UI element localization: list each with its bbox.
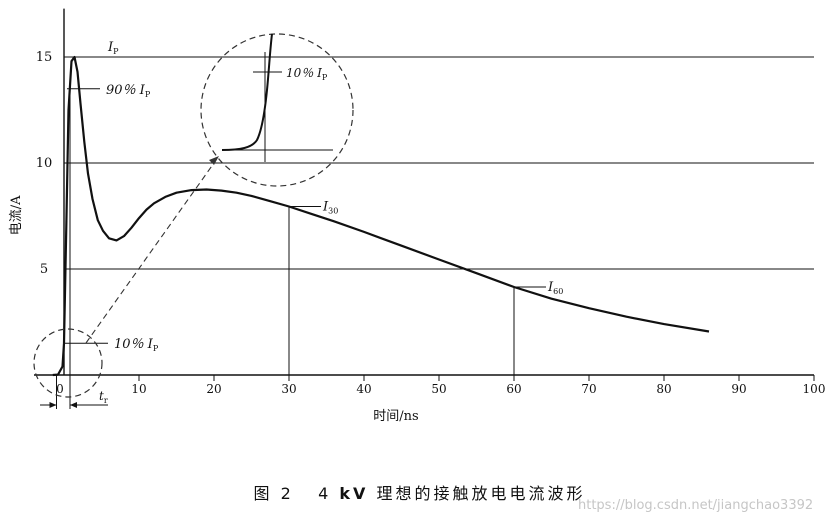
x-axis-title: 时间/ns	[373, 409, 418, 424]
zoom-source-circle	[33, 328, 103, 398]
annotation-labels: IP 90％ IP 10％ IP I30 I60 tr 10％ IP	[99, 40, 563, 405]
x-tick-label-40: 40	[356, 382, 371, 396]
watermark-text: https://blog.csdn.net/jiangchao3392	[578, 498, 814, 513]
tr-arrowhead-left	[49, 402, 57, 408]
y-tick-label-15: 15	[36, 50, 53, 65]
current-curve	[52, 55, 710, 377]
p10-label: 10％ IP	[114, 337, 159, 353]
caption-figure-number: 图 2	[253, 484, 294, 503]
marker-lines	[40, 78, 546, 409]
x-tick-label-0: 0	[56, 382, 64, 396]
zoom-detail-circle	[200, 33, 354, 187]
current-waveform-chart: 10 20 30 40 50 60 70 80 90 100 5 10 15 时间/ns 电流/A 0 IP 9…	[9, 8, 825, 424]
caption-title-bold: kV	[339, 484, 369, 503]
axes	[34, 8, 814, 376]
gridlines	[64, 56, 814, 270]
figure-caption: 图 2 4 kV 理想的接触放电电流波形	[0, 480, 839, 504]
zoom-10pct-label: 10％ IP	[286, 66, 328, 82]
x-tick-label-80: 80	[656, 382, 671, 396]
zoom-inset	[33, 33, 354, 398]
i60-label: I60	[547, 280, 563, 296]
x-tick-label-50: 50	[431, 382, 446, 396]
zoom-connector-arrowhead	[209, 156, 219, 165]
y-tick-label-10: 10	[36, 156, 53, 171]
x-tick-label-60: 60	[506, 382, 521, 396]
x-tick-label-100: 100	[803, 382, 826, 396]
zoom-rising-edge	[221, 33, 273, 151]
axis-ticks: 10 20 30 40 50 60 70 80 90 100 5 10 15 时间/ns 电流/A 0	[9, 50, 825, 424]
caption-title-prefix: 4	[318, 484, 340, 503]
x-tick-label-70: 70	[581, 382, 596, 396]
i30-label: I30	[322, 199, 338, 215]
x-tick-label-20: 20	[206, 382, 221, 396]
caption-title-suffix: 理想的接触放电电流波形	[368, 484, 586, 503]
zoom-connector-arrow	[85, 162, 215, 344]
x-tick-label-30: 30	[281, 382, 296, 396]
ip-label: IP	[107, 40, 119, 56]
tr-arrowhead-right	[70, 402, 77, 408]
x-tick-label-90: 90	[731, 382, 746, 396]
p90-label: 90％ IP	[106, 83, 151, 99]
y-tick-label-5: 5	[40, 262, 48, 277]
tr-label: tr	[99, 389, 108, 405]
x-tick-label-10: 10	[131, 382, 146, 396]
y-axis-title: 电流/A	[9, 195, 24, 235]
